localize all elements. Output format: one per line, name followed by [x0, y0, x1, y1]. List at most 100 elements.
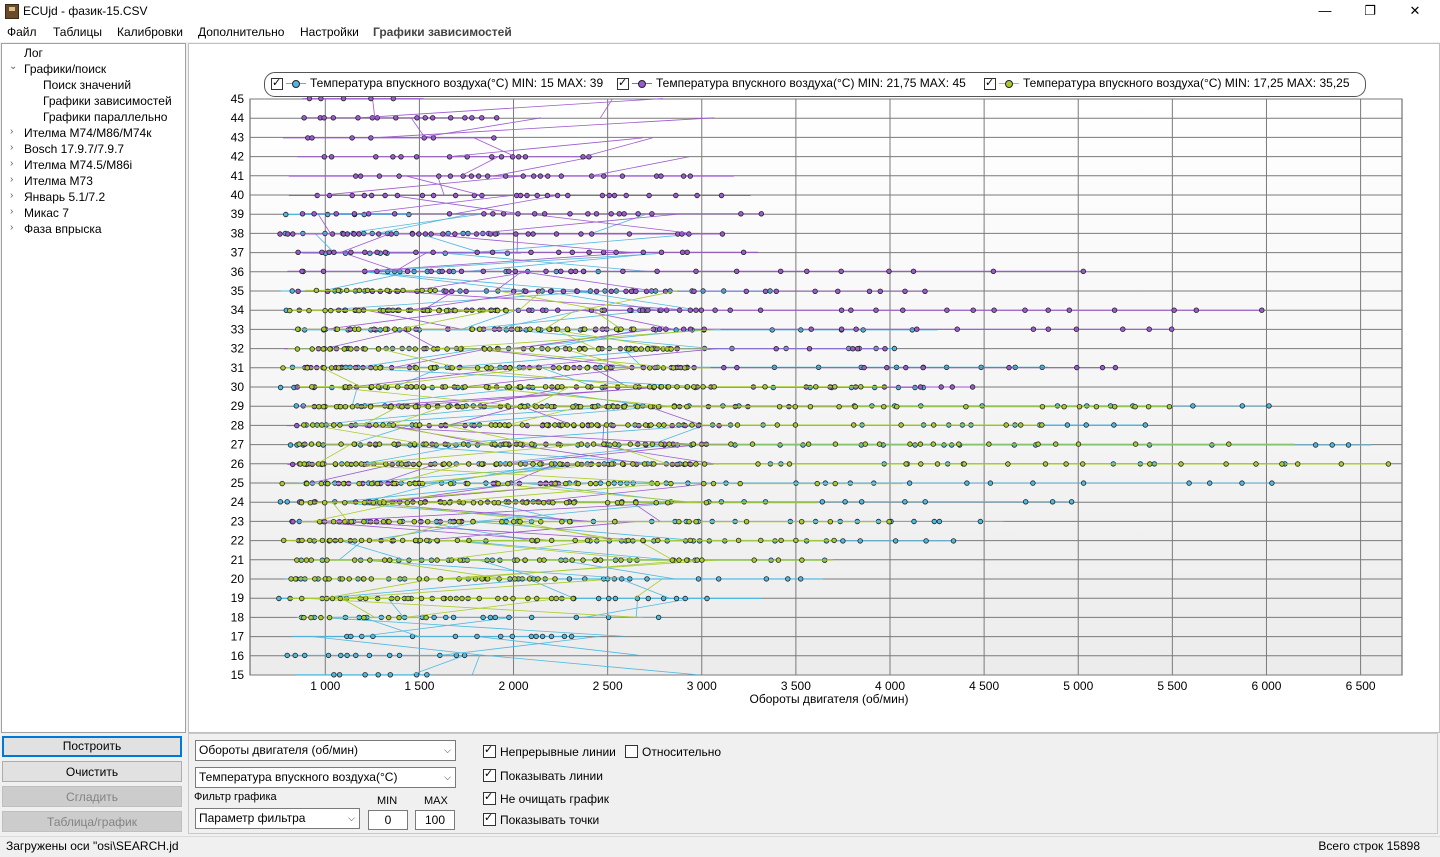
y-tick-label: 24: [231, 495, 245, 509]
data-point: [539, 633, 546, 640]
legend-item-series-3[interactable]: Температура впускного воздуха(°C) MIN: 1…: [984, 76, 1350, 90]
tree-item-itelma-m745[interactable]: Ителма M74.5/M86i: [24, 158, 133, 172]
data-point: [719, 231, 726, 237]
chevron-right-icon[interactable]: ›: [10, 190, 14, 201]
data-point: [424, 307, 431, 314]
filter-parameter-select[interactable]: Параметр фильтра ⌵: [195, 808, 360, 829]
legend-item-series-2[interactable]: Температура впускного воздуха(°C) MIN: 2…: [617, 76, 966, 90]
data-point: [1206, 480, 1213, 486]
tree-item-mikas[interactable]: Микас 7: [24, 206, 69, 220]
close-button[interactable]: ✕: [1409, 3, 1421, 18]
chevron-down-icon[interactable]: ⌄: [9, 61, 18, 72]
data-point: [321, 115, 327, 121]
data-point: [353, 173, 359, 179]
chevron-right-icon[interactable]: ›: [10, 206, 14, 217]
y-tick-label: 41: [231, 169, 245, 183]
series-connector: [328, 386, 526, 408]
menu-tables[interactable]: Таблицы: [53, 25, 103, 39]
data-point: [910, 268, 917, 274]
tree-item-itelma-m74[interactable]: Ителма M74/M86/M74к: [24, 126, 152, 140]
chevron-right-icon[interactable]: ›: [10, 158, 14, 169]
legend-checkbox-3[interactable]: [984, 76, 996, 90]
clear-button[interactable]: Очистить: [2, 761, 182, 782]
data-point: [573, 614, 579, 621]
filter-min-input[interactable]: 0: [368, 810, 408, 830]
data-point: [338, 441, 344, 447]
tree-item-value-search[interactable]: Поиск значений: [43, 78, 132, 92]
continuous-lines-checkbox[interactable]: Непрерывные линии: [483, 743, 616, 759]
no-clear-checkbox[interactable]: Не очищать график: [483, 790, 609, 806]
data-point: [434, 557, 440, 563]
tree-item-bosch[interactable]: Bosch 17.9.7/7.9.7: [24, 142, 125, 156]
data-point: [452, 307, 458, 314]
data-point: [666, 441, 672, 447]
data-point: [357, 173, 364, 179]
series-connector: [392, 290, 690, 311]
maximize-button[interactable]: ❐: [1364, 3, 1376, 18]
data-point: [423, 614, 429, 621]
tree-item-log[interactable]: Лог: [24, 46, 43, 60]
chevron-right-icon[interactable]: ›: [10, 222, 14, 233]
checkbox-box[interactable]: [483, 811, 496, 826]
data-point: [456, 519, 462, 525]
show-points-checkbox[interactable]: Показывать точки: [483, 811, 599, 827]
x-axis-label: Обороты двигателя (об/мин): [750, 692, 909, 706]
data-point: [414, 115, 420, 121]
checkbox-box[interactable]: [625, 745, 638, 758]
tree-item-itelma-m73[interactable]: Ителма M73: [24, 174, 93, 188]
data-point: [405, 595, 411, 602]
legend-checkbox-1[interactable]: [271, 76, 283, 90]
data-point: [374, 249, 380, 255]
data-point: [806, 346, 813, 352]
checkbox-box[interactable]: [483, 767, 496, 782]
menu-settings[interactable]: Настройки: [300, 25, 359, 39]
data-point: [755, 461, 761, 467]
smooth-button[interactable]: Сгладить: [2, 786, 182, 807]
data-point: [459, 595, 465, 602]
table-graph-button[interactable]: Таблица/график: [2, 811, 182, 832]
series-connector: [343, 521, 645, 542]
data-point: [1005, 461, 1011, 467]
chevron-right-icon[interactable]: ›: [10, 174, 14, 185]
menu-dependency-graphs[interactable]: Графики зависимостей: [373, 25, 512, 39]
data-point: [395, 384, 401, 390]
checkbox-box[interactable]: [483, 743, 496, 758]
data-point: [620, 268, 626, 274]
build-button[interactable]: Построить: [2, 736, 182, 757]
chevron-right-icon[interactable]: ›: [10, 142, 14, 153]
data-point: [465, 442, 472, 448]
relative-checkbox[interactable]: Относительно: [625, 745, 721, 759]
x-parameter-select[interactable]: Обороты двигателя (об/мин) ⌵: [195, 740, 456, 761]
data-point: [346, 576, 352, 582]
data-point: [565, 365, 571, 371]
menu-file[interactable]: Файл: [7, 25, 37, 39]
series-connector: [387, 483, 518, 503]
minimize-button[interactable]: —: [1318, 3, 1332, 18]
y-parameter-select[interactable]: Температура впускного воздуха(°C) ⌵: [195, 767, 456, 788]
data-point: [544, 403, 550, 409]
menu-additional[interactable]: Дополнительно: [198, 25, 285, 39]
legend-checkbox-2[interactable]: [617, 76, 629, 90]
y-tick-label: 22: [231, 534, 245, 548]
filter-max-input[interactable]: 100: [415, 810, 455, 830]
data-point: [762, 288, 769, 294]
tree-item-january[interactable]: Январь 5.1/7.2: [24, 190, 106, 204]
data-point: [308, 557, 314, 563]
data-point: [351, 441, 357, 447]
menu-calibrations[interactable]: Калибровки: [117, 25, 183, 39]
chevron-right-icon[interactable]: ›: [10, 126, 14, 137]
series-connector: [387, 598, 404, 618]
checkbox-box[interactable]: [483, 790, 496, 805]
data-point: [524, 422, 530, 429]
data-point: [391, 441, 397, 447]
show-lines-checkbox[interactable]: Показывать линии: [483, 767, 603, 783]
tree-item-dependency-graphs[interactable]: Графики зависимостей: [43, 94, 172, 108]
tree-item-parallel-graphs[interactable]: Графики параллельно: [43, 110, 168, 124]
data-point: [743, 288, 749, 294]
data-point: [691, 384, 697, 390]
tree-item-graphs-search[interactable]: Графики/поиск: [24, 62, 107, 76]
legend-item-series-1[interactable]: Температура впускного воздуха(°C) MIN: 1…: [271, 76, 603, 90]
data-point: [565, 192, 571, 199]
tree-item-injection-phase[interactable]: Фаза впрыска: [24, 222, 102, 236]
y-tick-label: 16: [231, 649, 245, 663]
